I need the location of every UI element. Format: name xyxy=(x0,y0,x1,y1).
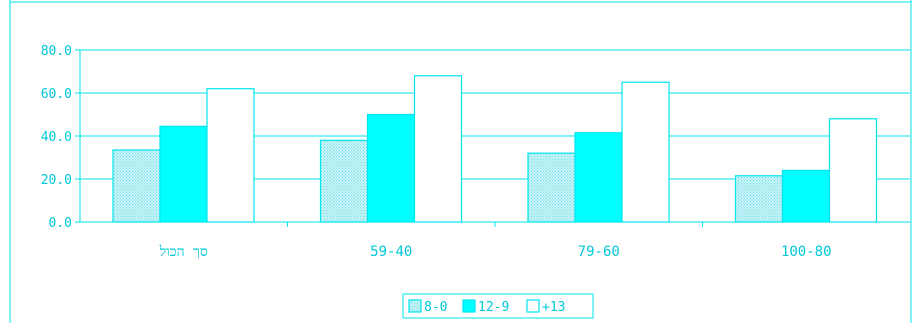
legend-label: +13 xyxy=(542,300,565,315)
bar-+13-3 xyxy=(828,118,878,223)
bar-+13-2 xyxy=(621,81,670,223)
bar-+13-1 xyxy=(413,75,463,223)
x-tick-label: 79-60 xyxy=(578,244,620,260)
legend-swatch-8-0 xyxy=(408,299,422,313)
legend: 8-0 12-9 +13 xyxy=(402,293,594,319)
legend-label: 12-9 xyxy=(478,300,509,315)
y-tick-label: 80.0 xyxy=(41,44,72,59)
bars xyxy=(112,75,878,223)
y-axis-ticks: 0.0 20.0 40.0 60.0 80.0 xyxy=(41,44,72,231)
y-tick-label: 60.0 xyxy=(41,87,72,102)
x-tick-label: 59-40 xyxy=(370,244,412,260)
bar-12-9-1 xyxy=(366,113,416,223)
bar-12-9-0 xyxy=(159,125,208,223)
bar-12-9-2 xyxy=(574,132,623,223)
legend-label: 8-0 xyxy=(424,300,447,315)
y-tick-label: 40.0 xyxy=(41,130,72,145)
bar-8-0-3 xyxy=(734,175,784,223)
legend-swatch-12-9 xyxy=(462,299,476,313)
y-tick-label: 20.0 xyxy=(41,173,72,188)
legend-swatch-+13 xyxy=(526,299,540,313)
x-tick-label: 100-80 xyxy=(781,244,832,260)
bar-12-9-3 xyxy=(781,169,831,223)
x-axis-labels: סך הכול 59-40 79-60 100-80 xyxy=(159,244,832,260)
y-tick-label: 0.0 xyxy=(49,216,72,231)
bar-8-0-0 xyxy=(112,149,161,223)
chart-border xyxy=(9,0,912,323)
legend-box xyxy=(402,293,594,319)
bar-+13-0 xyxy=(206,88,255,223)
bar-8-0-1 xyxy=(319,139,369,223)
x-tick-label: סך הכול xyxy=(159,244,208,260)
bar-8-0-2 xyxy=(527,152,576,223)
